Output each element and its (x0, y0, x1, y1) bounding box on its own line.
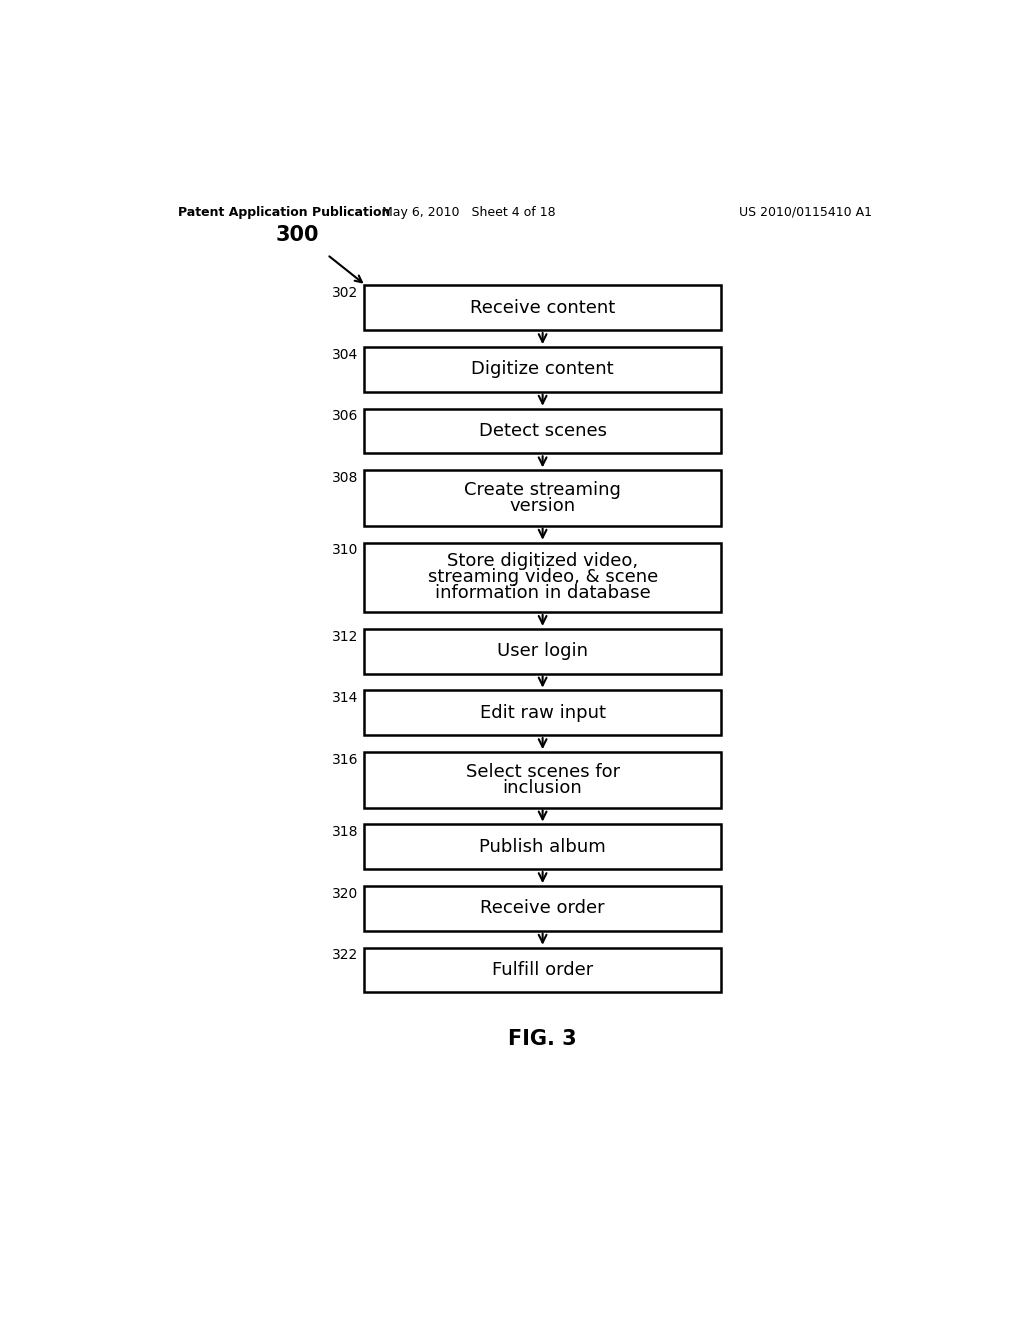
Text: 312: 312 (332, 630, 358, 644)
Text: 316: 316 (332, 752, 358, 767)
Text: Receive content: Receive content (470, 298, 615, 317)
Bar (365, 886, 721, 931)
Bar (365, 409, 721, 453)
Text: 308: 308 (332, 471, 358, 484)
Text: streaming video, & scene: streaming video, & scene (427, 569, 657, 586)
Bar (365, 948, 721, 993)
Text: 310: 310 (332, 544, 358, 557)
Bar (365, 752, 721, 808)
Text: 302: 302 (332, 286, 358, 300)
Text: Patent Application Publication: Patent Application Publication (178, 206, 391, 219)
Text: 314: 314 (332, 692, 358, 705)
Text: Select scenes for: Select scenes for (466, 763, 620, 780)
Text: US 2010/0115410 A1: US 2010/0115410 A1 (739, 206, 872, 219)
Text: FIG. 3: FIG. 3 (508, 1028, 577, 1048)
Text: 300: 300 (275, 224, 319, 244)
Text: 306: 306 (332, 409, 358, 424)
Text: 304: 304 (332, 348, 358, 362)
Bar (365, 285, 721, 330)
Bar (365, 690, 721, 735)
Bar (365, 628, 721, 673)
Text: Detect scenes: Detect scenes (478, 422, 606, 440)
Text: Create streaming: Create streaming (464, 480, 622, 499)
Bar (365, 470, 721, 525)
Text: 320: 320 (332, 887, 358, 900)
Text: inclusion: inclusion (503, 779, 583, 797)
Text: 318: 318 (332, 825, 358, 840)
Bar (365, 825, 721, 869)
Text: Store digitized video,: Store digitized video, (447, 552, 638, 570)
Text: version: version (510, 498, 575, 515)
Text: Receive order: Receive order (480, 899, 605, 917)
Text: User login: User login (497, 643, 588, 660)
Bar (365, 347, 721, 392)
Text: Fulfill order: Fulfill order (492, 961, 593, 979)
Bar (365, 543, 721, 612)
Text: May 6, 2010   Sheet 4 of 18: May 6, 2010 Sheet 4 of 18 (382, 206, 556, 219)
Text: Edit raw input: Edit raw input (479, 704, 605, 722)
Text: information in database: information in database (435, 585, 650, 602)
Text: 322: 322 (332, 949, 358, 962)
Text: Publish album: Publish album (479, 838, 606, 855)
Text: Digitize content: Digitize content (471, 360, 614, 379)
